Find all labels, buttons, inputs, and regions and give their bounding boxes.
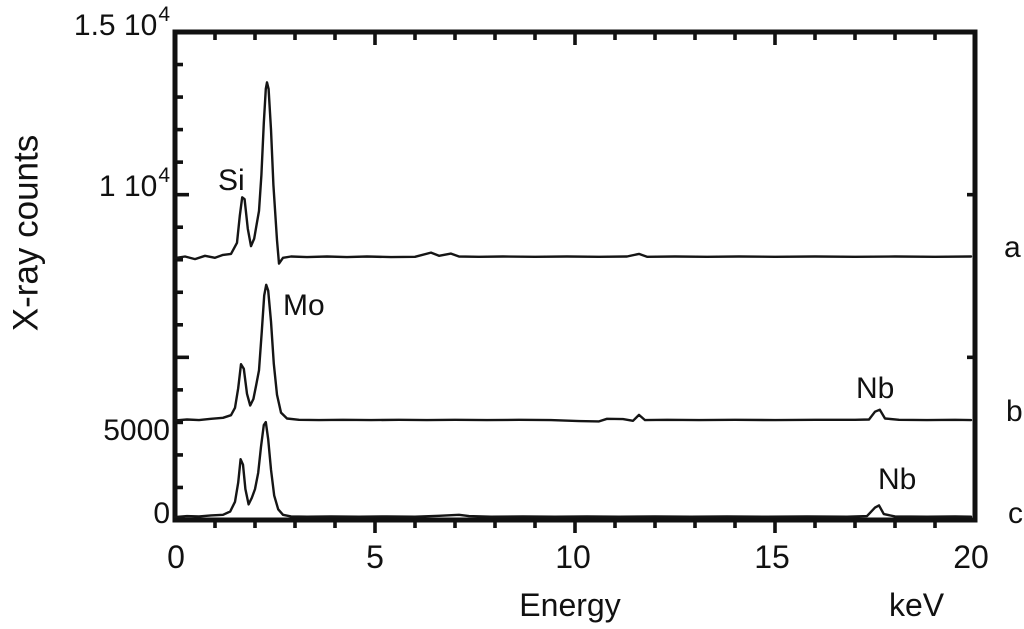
- y-tick-15000-base: 1.5 10: [73, 9, 158, 42]
- peak-label-mo: Mo: [283, 289, 325, 322]
- peak-label-si: Si: [218, 164, 245, 197]
- x-tick-label-20: 20: [953, 539, 989, 575]
- spectrum-trace-c: [173, 420, 973, 519]
- x-axis-unit: keV: [889, 587, 945, 623]
- y-tick-5000-text: 5000: [103, 414, 170, 447]
- y-axis-title: X-ray counts: [6, 134, 46, 332]
- spectrum-trace-a: [173, 81, 973, 265]
- peak-label-nb-trace-b: Nb: [856, 372, 895, 405]
- trace-label-b: b: [1006, 395, 1023, 428]
- axis-ticks: [175, 32, 975, 533]
- y-tick-10000-base: 1 10: [98, 170, 158, 203]
- trace-label-a: a: [1004, 231, 1021, 264]
- y-tick-15000-exponent: 4: [158, 3, 170, 26]
- x-tick-label-10: 10: [555, 539, 591, 575]
- y-tick-label-10000: 1 10 4: [40, 165, 170, 203]
- y-tick-10000-exponent: 4: [158, 164, 170, 187]
- plot-frame: [172, 29, 978, 523]
- x-tick-label-5: 5: [366, 539, 384, 575]
- y-tick-0-text: 0: [153, 497, 170, 530]
- x-tick-label-15: 15: [754, 539, 790, 575]
- spectrum-trace-b: [173, 283, 973, 423]
- y-tick-label-0: 0: [40, 499, 170, 529]
- y-tick-label-15000: 1.5 10 4: [40, 4, 170, 42]
- x-tick-label-0: 0: [167, 539, 185, 575]
- peak-label-nb-trace-c: Nb: [878, 463, 917, 496]
- x-axis-title: Energy: [519, 587, 621, 623]
- trace-label-c: c: [1008, 497, 1023, 530]
- y-tick-label-5000: 5000: [40, 416, 170, 446]
